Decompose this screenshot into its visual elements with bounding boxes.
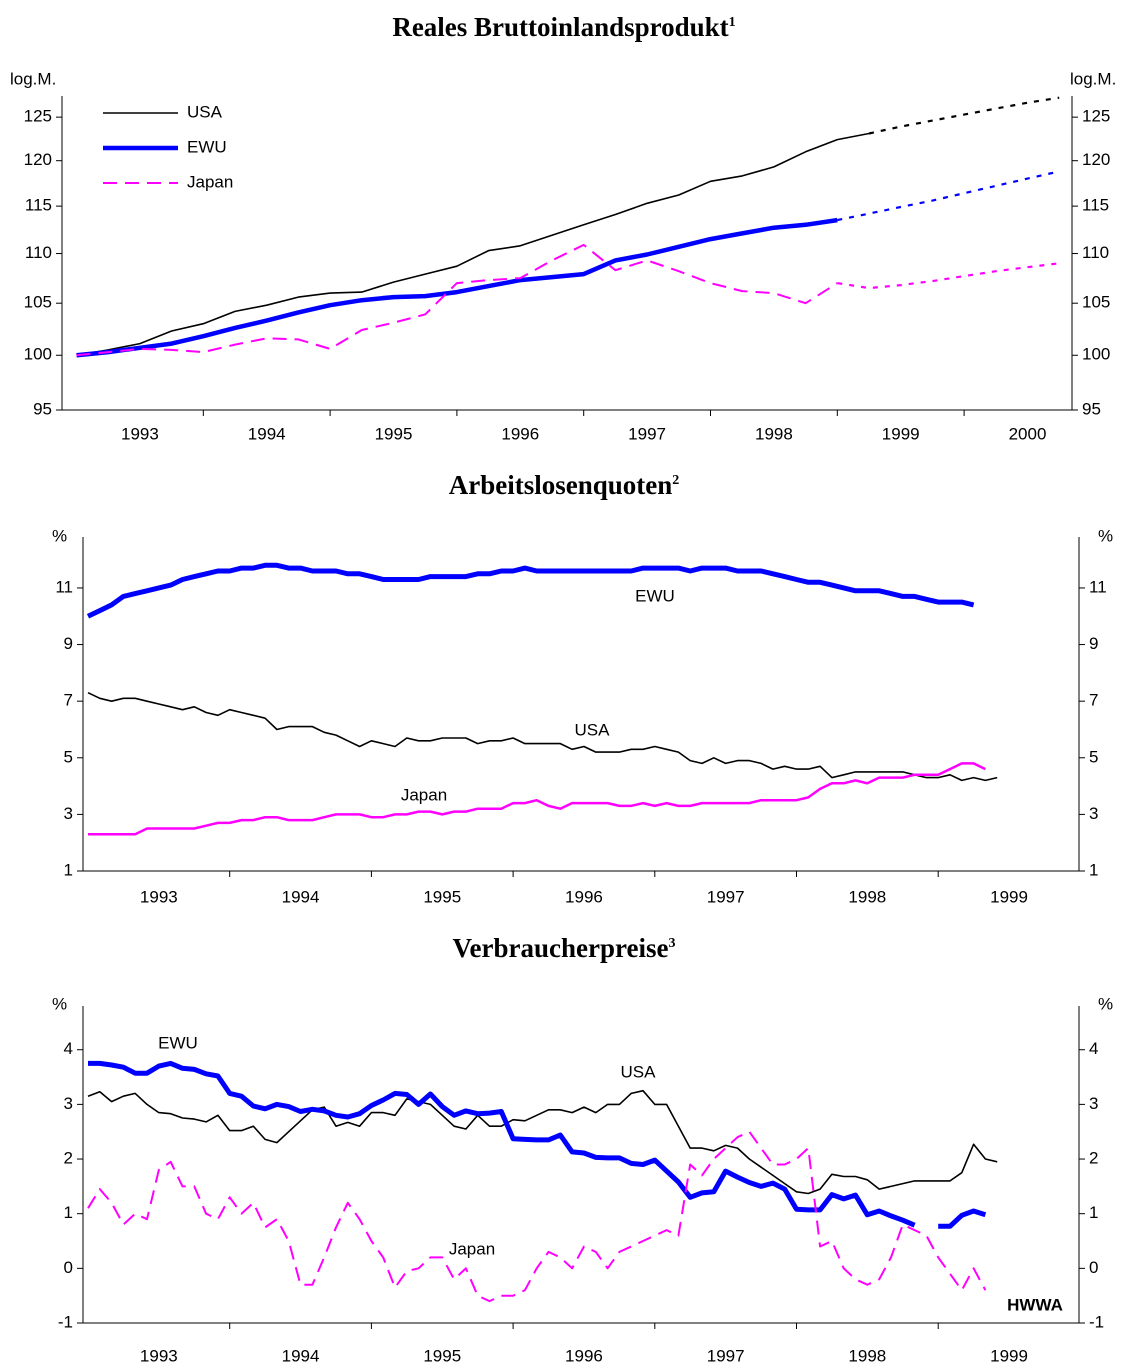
- series-line: [86, 562, 975, 619]
- series-line: [87, 1089, 998, 1195]
- x-tick-label: 1999: [990, 887, 1028, 906]
- x-tick-label: 1994: [248, 424, 286, 443]
- series-label: USA: [621, 1062, 657, 1081]
- title-note: 3: [668, 936, 675, 951]
- title-text: Arbeitslosenquoten: [449, 470, 673, 500]
- series-label: EWU: [635, 586, 675, 605]
- y-tick-label: 2: [64, 1149, 73, 1168]
- x-tick-label: 1994: [282, 1346, 320, 1365]
- x-tick-label: 1998: [755, 424, 793, 443]
- title-note: 1: [729, 15, 736, 30]
- y-tick-label-right: 3: [1089, 1094, 1098, 1113]
- y-axis-label: %: [52, 994, 67, 1013]
- y-tick-label: 0: [64, 1258, 73, 1277]
- y-tick-label: 120: [24, 150, 52, 169]
- y-tick-label-right: 7: [1089, 691, 1098, 710]
- x-tick-label: 1998: [848, 1346, 886, 1365]
- y-tick-label: 105: [24, 293, 52, 312]
- y-axis-label: log.M.: [10, 69, 56, 88]
- y-tick-label: 11: [55, 577, 73, 596]
- y-tick-label-right: 120: [1082, 150, 1110, 169]
- title-text: Reales Bruttoinlandsprodukt: [392, 12, 728, 42]
- y-tick-label-right: 115: [1082, 196, 1109, 215]
- series-label: Japan: [449, 1239, 495, 1258]
- series-line: [76, 243, 838, 357]
- legend-label: USA: [187, 102, 223, 121]
- series-line: [87, 1130, 987, 1303]
- title-text: Verbraucherpreise: [453, 933, 669, 963]
- forecast-line: [868, 96, 1060, 135]
- y-tick-label-right: -1: [1089, 1312, 1104, 1331]
- x-tick-label: 1994: [282, 887, 320, 906]
- y-tick-label-right: 100: [1082, 345, 1110, 364]
- series-line: [76, 217, 838, 358]
- title-note: 2: [672, 473, 679, 488]
- x-tick-label: 1993: [121, 424, 159, 443]
- y-tick-label: 4: [64, 1039, 73, 1058]
- x-tick-label: 1999: [882, 424, 920, 443]
- y-tick-label-right: 5: [1089, 747, 1098, 766]
- y-tick-label-right: 0: [1089, 1258, 1098, 1277]
- y-tick-label: 95: [33, 399, 52, 418]
- y-tick-label: 3: [64, 804, 73, 823]
- x-tick-label: 1993: [140, 887, 178, 906]
- forecast-line: [837, 170, 1060, 222]
- y-tick-label: 115: [25, 196, 52, 215]
- y-tick-label: 5: [64, 747, 73, 766]
- y-tick-label-right: 110: [1082, 243, 1109, 262]
- y-tick-label: 9: [64, 634, 73, 653]
- y-tick-label-right: 4: [1089, 1039, 1098, 1058]
- y-tick-label-right: 105: [1082, 293, 1110, 312]
- y-tick-label-right: 2: [1089, 1149, 1098, 1168]
- y-tick-label-right: 9: [1089, 634, 1098, 653]
- y-tick-label-right: 125: [1082, 107, 1110, 126]
- chart-title: Arbeitslosenquoten2: [449, 470, 680, 500]
- series-line: [76, 132, 870, 357]
- y-tick-label-right: 1: [1089, 860, 1098, 879]
- y-tick-label: 7: [64, 691, 73, 710]
- x-tick-label: 1995: [423, 1346, 461, 1365]
- series-line: [87, 691, 998, 782]
- x-tick-label: 1996: [565, 887, 603, 906]
- x-tick-label: 1998: [848, 887, 886, 906]
- x-tick-label: 2000: [1009, 424, 1047, 443]
- y-tick-label: 100: [24, 345, 52, 364]
- series-line: [88, 762, 986, 836]
- x-tick-label: 1995: [375, 424, 413, 443]
- x-tick-label: 1996: [565, 1346, 603, 1365]
- source: HWWA: [1007, 1295, 1063, 1314]
- x-tick-label: 1993: [140, 1346, 178, 1365]
- y-tick-label: 1: [64, 860, 73, 879]
- y-tick-label: 110: [25, 243, 52, 262]
- chart-title: Verbraucherpreise3: [453, 933, 676, 963]
- y-tick-label-right: 1: [1089, 1203, 1098, 1222]
- y-tick-label-right: 3: [1089, 804, 1098, 823]
- legend-label: Japan: [187, 172, 233, 191]
- x-tick-label: 1999: [990, 1346, 1028, 1365]
- chart-title: Reales Bruttoinlandsprodukt1: [392, 12, 735, 42]
- x-tick-label: 1996: [501, 424, 539, 443]
- x-tick-label: 1997: [628, 424, 666, 443]
- x-tick-label: 1995: [423, 887, 461, 906]
- x-tick-label: 1997: [707, 887, 745, 906]
- y-tick-label-right: 95: [1082, 399, 1101, 418]
- forecast-line: [837, 262, 1060, 290]
- y-axis-label: %: [52, 526, 67, 545]
- series-label: Japan: [401, 785, 447, 804]
- y-axis-label-right: %: [1098, 994, 1113, 1013]
- y-tick-label-right: 11: [1089, 577, 1107, 596]
- y-tick-label: 1: [64, 1203, 73, 1222]
- y-axis-label-right: %: [1098, 526, 1113, 545]
- y-tick-label: -1: [58, 1312, 73, 1331]
- y-tick-label: 125: [24, 107, 52, 126]
- legend-label: EWU: [187, 137, 227, 156]
- y-axis-label-right: log.M.: [1070, 69, 1116, 88]
- series-label: EWU: [158, 1033, 198, 1052]
- y-tick-label: 3: [64, 1094, 73, 1113]
- series-line: [88, 1060, 987, 1229]
- series-label: USA: [575, 720, 611, 739]
- x-tick-label: 1997: [707, 1346, 745, 1365]
